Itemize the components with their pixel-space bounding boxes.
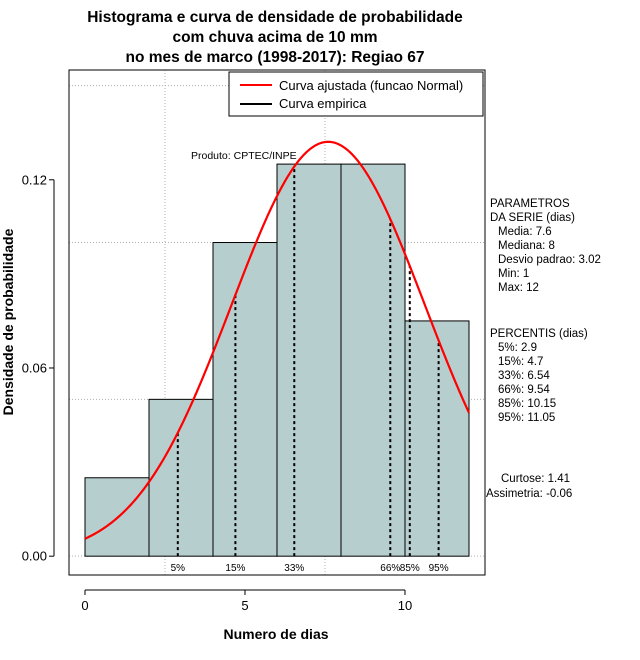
product-annotation: Produto: CPTEC/INPE [191,150,297,162]
series-parameters-panel: PARAMETROS DA SERIE (dias) Media: 7.6 Me… [490,198,601,294]
param-max: Max: 12 [498,282,539,294]
histogram-bars [84,163,470,557]
normal-curve-line [84,140,470,540]
percentile-label-3: 66% [380,563,400,574]
param-min: Min: 1 [498,268,529,280]
skewness-value: Assimetria: -0.06 [486,488,572,500]
percentil-5: 5%: 2.9 [498,342,537,354]
plot-frame [68,69,486,576]
chart-title-line-2: com chuva acima de 10 mm [172,29,377,46]
legend-label-empirical-curve: Curva empirica [279,96,367,111]
y-tick-label-1: 0.06 [22,360,47,375]
histogram-bar-4 [340,163,406,557]
x-axis-label: Numero de dias [223,626,328,642]
param-median: Mediana: 8 [498,240,555,252]
percentile-label-5: 95% [429,563,449,574]
x-tick-label-2: 10 [398,598,412,613]
percentil-33: 33%: 6.54 [498,370,550,382]
y-tick-label-2: 0.12 [22,172,47,187]
legend: Curva ajustada (funcao Normal) Curva emp… [228,71,484,117]
percentile-label-4: 85% [400,563,420,574]
chart-title-line-3: no mes de marco (1998-2017): Regiao 67 [126,49,425,66]
param-std-dev: Desvio padrao: 3.02 [498,254,601,266]
legend-label-fitted-curve: Curva ajustada (funcao Normal) [279,78,463,93]
normal-curve [84,140,470,540]
param-heading-2: DA SERIE (dias) [490,212,575,224]
param-mean: Media: 7.6 [498,226,552,238]
param-heading-1: PARAMETROS [490,198,570,210]
histogram-bar-2 [212,242,278,557]
x-tick-label-0: 0 [81,598,88,613]
legend-box [228,71,484,117]
axes: 0 5 10 0.00 0.06 0.12 [22,172,413,613]
histogram-bar-1 [148,398,214,557]
kurtosis-value: Curtose: 1.41 [501,473,570,485]
percentil-66: 66%: 9.54 [498,384,550,396]
histogram-bar-3 [276,163,342,557]
x-tick-label-1: 5 [241,598,248,613]
chart-title-line-1: Histograma e curva de densidade de proba… [87,9,463,26]
percentil-95: 95%: 11.05 [498,412,555,424]
histogram-bar-5 [404,320,470,557]
percentile-label-0: 5% [171,563,186,574]
y-tick-label-0: 0.00 [22,549,47,564]
percentile-markers: 5% 15% 33% 66% 85% 95% [171,166,449,574]
percentile-label-2: 33% [284,563,304,574]
y-axis-label: Densidade de probabilidade [0,228,16,415]
percentile-label-1: 15% [225,563,245,574]
percentis-heading: PERCENTIS (dias) [490,328,588,340]
percentiles-panel: PERCENTIS (dias) 5%: 2.9 15%: 4.7 33%: 6… [490,328,588,424]
percentil-85: 85%: 10.15 [498,398,556,410]
percentil-15: 15%: 4.7 [498,356,543,368]
